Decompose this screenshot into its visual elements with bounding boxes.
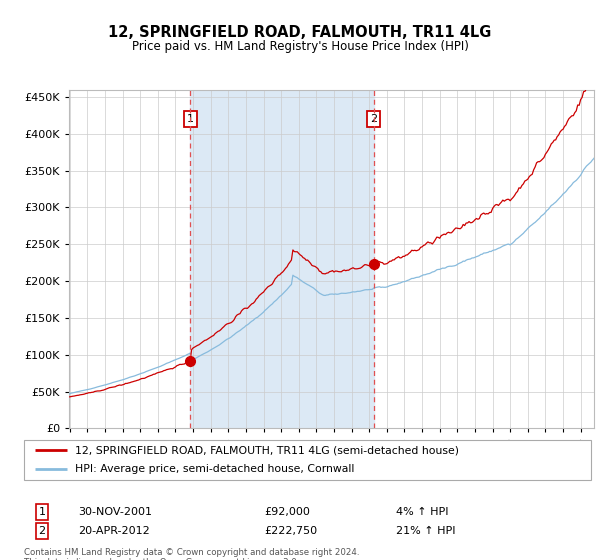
Text: 1: 1 <box>38 507 46 517</box>
Text: 12, SPRINGFIELD ROAD, FALMOUTH, TR11 4LG: 12, SPRINGFIELD ROAD, FALMOUTH, TR11 4LG <box>109 25 491 40</box>
FancyBboxPatch shape <box>24 440 591 480</box>
Text: 2: 2 <box>370 114 377 124</box>
Text: 2: 2 <box>38 526 46 536</box>
Text: £222,750: £222,750 <box>264 526 317 536</box>
Text: 20-APR-2012: 20-APR-2012 <box>78 526 150 536</box>
Text: Contains HM Land Registry data © Crown copyright and database right 2024.
This d: Contains HM Land Registry data © Crown c… <box>24 548 359 560</box>
Text: HPI: Average price, semi-detached house, Cornwall: HPI: Average price, semi-detached house,… <box>75 464 355 474</box>
Text: 21% ↑ HPI: 21% ↑ HPI <box>396 526 455 536</box>
Text: 30-NOV-2001: 30-NOV-2001 <box>78 507 152 517</box>
Text: Price paid vs. HM Land Registry's House Price Index (HPI): Price paid vs. HM Land Registry's House … <box>131 40 469 53</box>
Bar <box>190 90 374 428</box>
Text: £92,000: £92,000 <box>264 507 310 517</box>
Text: 4% ↑ HPI: 4% ↑ HPI <box>396 507 449 517</box>
Text: 1: 1 <box>187 114 194 124</box>
Text: 12, SPRINGFIELD ROAD, FALMOUTH, TR11 4LG (semi-detached house): 12, SPRINGFIELD ROAD, FALMOUTH, TR11 4LG… <box>75 446 459 455</box>
